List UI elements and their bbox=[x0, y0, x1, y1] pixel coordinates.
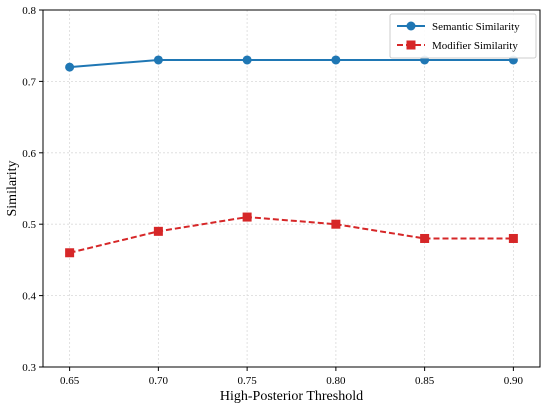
plot-frame bbox=[42, 9, 541, 368]
y-tick-label: 0.7 bbox=[22, 76, 36, 88]
legend-label: Modifier Similarity bbox=[432, 40, 518, 52]
y-tick-label: 0.4 bbox=[22, 291, 36, 303]
data-point bbox=[420, 233, 430, 243]
data-point bbox=[153, 226, 163, 236]
y-axis-label: Similarity bbox=[5, 161, 20, 217]
x-axis: 0.65 0.70 0.75 0.80 0.85 0.90 bbox=[60, 367, 524, 387]
series-line bbox=[69, 216, 514, 254]
data-point bbox=[331, 219, 341, 229]
y-tick-label: 0.6 bbox=[22, 148, 36, 160]
legend: Semantic Similarity Modifier Similarity bbox=[389, 13, 537, 59]
x-tick-label: 0.70 bbox=[149, 375, 169, 387]
series-layer bbox=[65, 55, 518, 258]
data-point bbox=[331, 55, 341, 65]
data-point bbox=[242, 55, 252, 65]
x-axis-label: High-Posterior Threshold bbox=[220, 389, 363, 404]
legend-entry: Semantic Similarity bbox=[397, 21, 520, 33]
y-axis: 0.3 0.4 0.5 0.6 0.7 0.8 bbox=[22, 5, 43, 374]
series-line bbox=[69, 58, 514, 69]
y-tick-label: 0.8 bbox=[22, 5, 36, 17]
legend-label: Semantic Similarity bbox=[432, 21, 520, 33]
x-tick-label: 0.75 bbox=[238, 375, 258, 387]
legend-box bbox=[389, 13, 537, 59]
y-tick-label: 0.3 bbox=[22, 362, 36, 374]
data-point bbox=[65, 62, 75, 72]
x-tick-label: 0.80 bbox=[326, 375, 346, 387]
legend-marker bbox=[406, 40, 416, 50]
y-tick-label: 0.5 bbox=[22, 219, 36, 231]
data-point bbox=[242, 212, 252, 222]
legend-entry: Modifier Similarity bbox=[397, 40, 518, 52]
data-point bbox=[153, 55, 163, 65]
data-point bbox=[65, 248, 75, 258]
legend-marker bbox=[406, 21, 416, 31]
x-tick-label: 0.85 bbox=[415, 375, 435, 387]
series-2 bbox=[65, 212, 518, 258]
x-tick-label: 0.65 bbox=[60, 375, 80, 387]
data-point bbox=[508, 233, 518, 243]
x-tick-label: 0.90 bbox=[504, 375, 524, 387]
